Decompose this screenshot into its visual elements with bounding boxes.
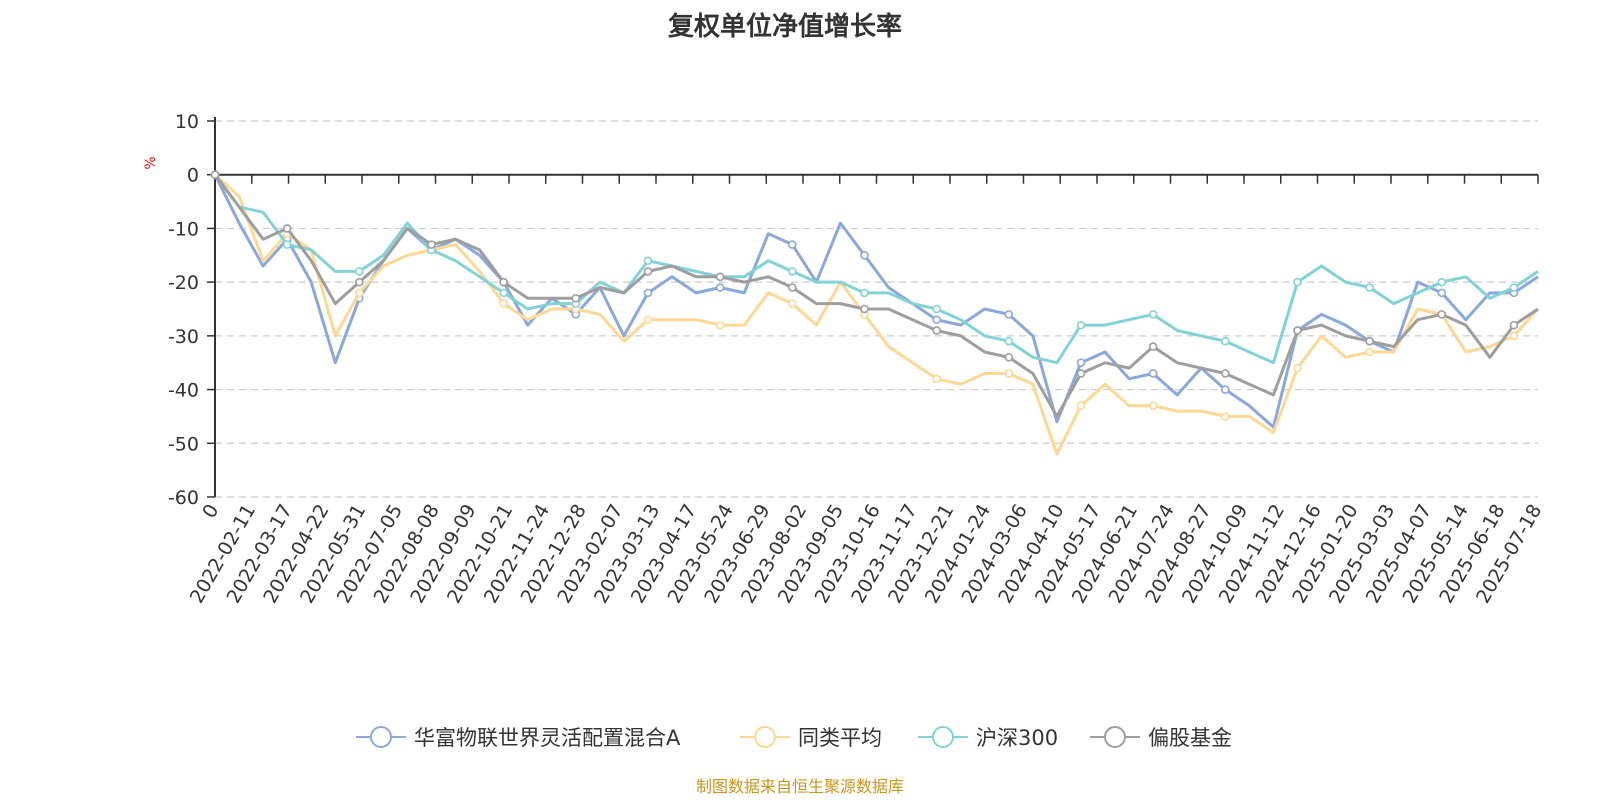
data-point (355, 288, 364, 298)
data-point (282, 240, 292, 249)
data-point (1148, 401, 1158, 410)
legend-label: 同类平均 (798, 726, 882, 750)
data-point (210, 170, 220, 180)
y-tick-label: 0 (187, 165, 199, 187)
data-point (1220, 385, 1230, 394)
data-point (1509, 283, 1519, 292)
data-point (1148, 310, 1158, 319)
data-point (1148, 342, 1158, 351)
grid-lines (215, 120, 1538, 498)
series-line (213, 173, 1539, 365)
data-point (1437, 310, 1447, 319)
data-point (1437, 277, 1447, 287)
legend-circle-icon (754, 726, 776, 748)
data-point (571, 293, 581, 303)
data-point (1076, 369, 1086, 378)
data-point (1220, 336, 1230, 346)
data-point (1148, 369, 1158, 378)
data-point (932, 304, 941, 314)
series-line (214, 173, 1540, 456)
data-point (715, 272, 725, 282)
data-point (1437, 288, 1447, 298)
y-tick-label: 10 (175, 111, 199, 133)
legend: 华富物联世界灵活配置混合A 同类平均 沪深300 偏股基金 (356, 726, 1232, 750)
legend-circle-icon (1104, 726, 1126, 748)
data-point (643, 256, 653, 265)
x-axis: 02022-02-112022-03-172022-04-222022-05-3… (186, 173, 1546, 607)
data-point (1004, 369, 1014, 378)
data-point (788, 240, 797, 249)
series-line (213, 173, 1539, 418)
data-point (499, 288, 508, 298)
data-point (860, 304, 869, 314)
legend-label: 华富物联世界灵活配置混合A (414, 726, 681, 750)
data-point (1076, 401, 1086, 410)
data-point (1293, 326, 1302, 335)
data-point (355, 277, 364, 287)
legend-label: 沪深300 (976, 726, 1058, 750)
chart-title: 复权单位净值增长率 (668, 11, 902, 42)
x-tick-label: 0 (198, 501, 223, 522)
legend-label: 偏股基金 (1148, 726, 1232, 750)
legend-circle-icon (932, 726, 954, 748)
legend-item[interactable]: 沪深300 (918, 726, 1058, 750)
data-point (1509, 320, 1519, 330)
data-point (788, 267, 797, 276)
y-axis-unit: % (143, 156, 159, 169)
data-point (499, 277, 508, 287)
data-point (860, 288, 869, 298)
data-point (1509, 331, 1519, 341)
data-point (643, 315, 653, 325)
data-point (932, 374, 941, 384)
data-point (1220, 369, 1230, 378)
data-point (1220, 412, 1230, 421)
legend-circle-icon (370, 726, 392, 748)
data-point (1004, 310, 1014, 319)
y-tick-label: -20 (168, 272, 199, 294)
data-point (1004, 353, 1014, 362)
legend-item[interactable]: 偏股基金 (1090, 726, 1232, 750)
data-point (715, 283, 725, 292)
data-point (1076, 320, 1086, 330)
data-point (1365, 283, 1374, 292)
data-point (860, 250, 869, 260)
data-point (1365, 347, 1374, 357)
data-point (932, 315, 941, 325)
data-point (1076, 358, 1086, 368)
data-point (1365, 336, 1374, 346)
y-axis: 10 0 -10 -20 -30 -40 -50 -60 (168, 111, 216, 509)
data-point (499, 299, 508, 308)
data-point (788, 299, 797, 308)
legend-item[interactable]: 华富物联世界灵活配置混合A (356, 726, 681, 750)
y-tick-label: -50 (168, 433, 199, 455)
data-point (643, 288, 653, 298)
y-tick-label: -40 (168, 380, 199, 402)
y-tick-label: -30 (168, 326, 199, 348)
legend-item[interactable]: 同类平均 (740, 726, 882, 750)
data-point (1293, 363, 1302, 373)
data-point (643, 267, 653, 276)
data-point (355, 267, 364, 276)
data-point (1004, 336, 1014, 346)
data-point (788, 283, 797, 292)
data-point (715, 320, 725, 330)
data-source-note: 制图数据来自恒生聚源数据库 (696, 777, 904, 796)
data-point (427, 240, 436, 249)
y-tick-label: -10 (168, 218, 199, 240)
data-point (932, 326, 941, 335)
data-point (282, 224, 292, 233)
series-lines (210, 170, 1540, 456)
y-tick-label: -60 (168, 487, 199, 509)
data-point (1293, 277, 1302, 287)
